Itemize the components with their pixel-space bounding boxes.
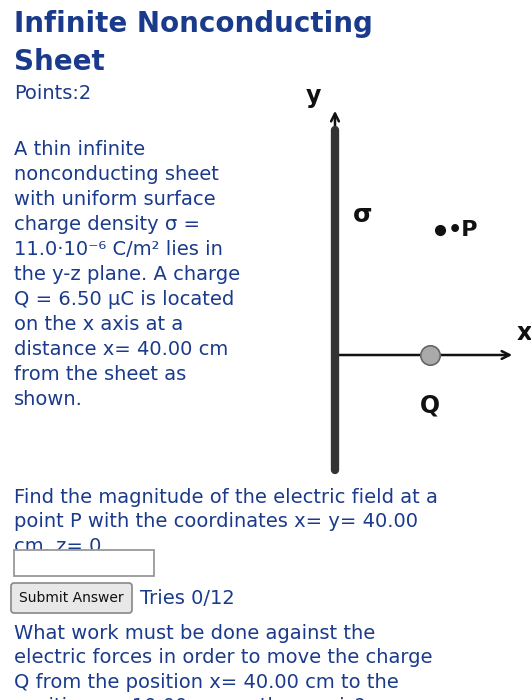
Text: Find the magnitude of the electric field at a
point P with the coordinates x= y=: Find the magnitude of the electric field…	[14, 488, 438, 556]
Text: Q: Q	[420, 393, 440, 417]
Text: x: x	[517, 321, 531, 345]
Text: What work must be done against the
electric forces in order to move the charge
Q: What work must be done against the elect…	[14, 624, 433, 700]
Text: •P: •P	[448, 220, 478, 240]
Text: Sheet: Sheet	[14, 48, 105, 76]
Text: Infinite Nonconducting: Infinite Nonconducting	[14, 10, 373, 38]
Text: σ: σ	[353, 203, 373, 227]
FancyBboxPatch shape	[11, 583, 132, 613]
Text: Submit Answer: Submit Answer	[19, 591, 123, 605]
Text: Points:2: Points:2	[14, 84, 91, 103]
Text: Tries 0/12: Tries 0/12	[140, 589, 235, 608]
Text: A thin infinite
nonconducting sheet
with uniform surface
charge density σ =
11.0: A thin infinite nonconducting sheet with…	[14, 140, 240, 409]
Text: y: y	[305, 84, 321, 108]
Bar	[14, 550, 154, 576]
